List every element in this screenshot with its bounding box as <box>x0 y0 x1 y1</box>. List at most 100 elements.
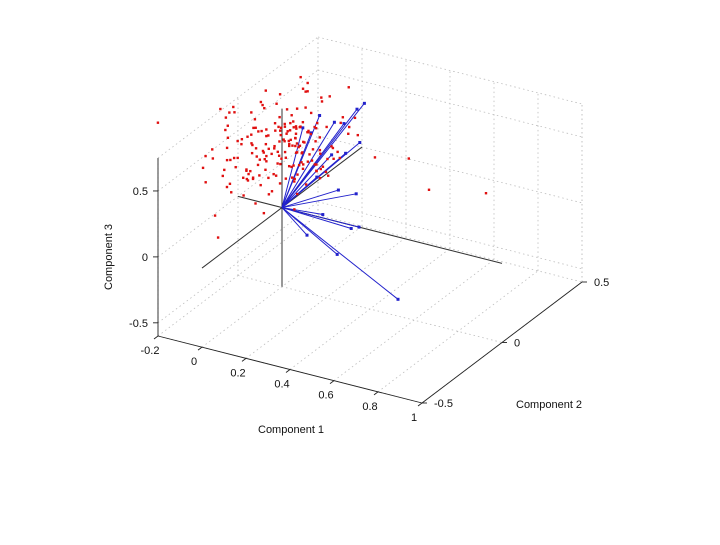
score-point <box>224 128 227 132</box>
score-point <box>267 193 271 196</box>
score-point <box>250 133 253 136</box>
floor-gridline-y <box>317 214 583 283</box>
score-point <box>427 188 431 191</box>
loading-vector-tip <box>315 175 319 179</box>
score-point <box>320 100 324 103</box>
loading-vector <box>281 108 358 208</box>
score-point <box>314 127 318 130</box>
score-point <box>279 126 283 130</box>
score-point <box>233 111 236 114</box>
floor-gridline-x <box>333 259 495 381</box>
score-point <box>287 144 291 148</box>
z-axis-label: Component 3 <box>103 224 115 290</box>
score-point <box>313 163 317 166</box>
score-point <box>277 154 281 157</box>
score-point <box>315 169 318 172</box>
score-point <box>265 160 268 163</box>
loading-vector-tip <box>332 120 336 124</box>
score-point <box>303 141 306 144</box>
loading-vector <box>281 176 318 208</box>
score-point <box>245 168 248 171</box>
score-point <box>290 176 294 179</box>
x-tick-mark <box>197 346 203 351</box>
back-gridline-z <box>317 201 583 270</box>
loading-vector-tip <box>349 226 353 230</box>
x-tick-label: 1 <box>411 412 417 424</box>
score-point <box>293 180 296 183</box>
score-point <box>274 174 278 177</box>
loading-vector-tip <box>344 151 348 155</box>
score-point <box>319 167 322 171</box>
score-point <box>311 148 315 151</box>
score-point <box>229 158 232 162</box>
score-point <box>274 129 277 132</box>
score-point <box>276 150 279 154</box>
score-point <box>286 130 289 133</box>
loading-vector-tip <box>330 153 334 157</box>
score-point <box>255 155 258 158</box>
score-point <box>301 120 305 124</box>
score-point <box>236 139 239 143</box>
score-point <box>292 164 295 167</box>
score-point <box>332 157 335 160</box>
score-point <box>294 125 298 128</box>
score-point <box>213 214 217 217</box>
score-point <box>293 177 296 181</box>
score-points <box>156 75 488 239</box>
score-point <box>277 125 280 129</box>
score-point <box>302 163 305 166</box>
score-point <box>324 170 328 174</box>
loading-vector <box>281 154 332 208</box>
score-point <box>257 130 260 133</box>
loading-vector <box>281 207 352 229</box>
score-point <box>253 118 257 121</box>
score-point <box>339 121 342 125</box>
score-point <box>228 111 231 114</box>
score-point <box>347 86 350 89</box>
loading-vector-tip <box>396 297 400 301</box>
score-point <box>254 126 257 129</box>
score-point <box>265 134 268 138</box>
score-point <box>292 126 295 129</box>
score-point <box>328 95 331 98</box>
loading-vector-tip <box>358 140 362 144</box>
score-point <box>264 168 267 171</box>
score-point <box>331 146 335 150</box>
score-point <box>356 133 360 137</box>
score-point <box>304 106 307 109</box>
score-point <box>310 159 314 162</box>
score-point <box>259 100 263 104</box>
score-point <box>278 93 282 96</box>
score-point <box>267 176 270 180</box>
x-tick-label: 0.4 <box>274 379 289 391</box>
x-tick-label: 0.6 <box>318 390 333 402</box>
score-point <box>230 191 233 194</box>
score-point <box>225 146 229 150</box>
score-point <box>216 236 220 239</box>
loading-vector-tip <box>305 233 309 237</box>
x-tick-label: 0 <box>191 356 197 368</box>
score-point <box>240 142 243 146</box>
score-point <box>254 147 258 150</box>
score-point <box>278 115 281 119</box>
x-tick-label: 0.2 <box>230 367 245 379</box>
x-tick-label: 0.8 <box>362 401 377 413</box>
score-point <box>319 152 322 155</box>
loading-vector-tip <box>357 225 361 229</box>
score-point <box>353 116 357 120</box>
score-point <box>283 140 286 143</box>
score-point <box>283 150 287 154</box>
score-point <box>284 156 288 159</box>
score-point <box>261 103 264 107</box>
score-point <box>282 138 285 141</box>
loading-vectors <box>281 101 400 301</box>
score-point <box>232 105 235 109</box>
score-point <box>306 160 310 163</box>
back-top-edge <box>317 36 583 105</box>
score-point <box>285 108 289 111</box>
score-point <box>258 174 261 177</box>
x-tick-mark <box>285 369 291 373</box>
score-point <box>280 157 283 160</box>
loading-vector-tip <box>362 101 366 105</box>
